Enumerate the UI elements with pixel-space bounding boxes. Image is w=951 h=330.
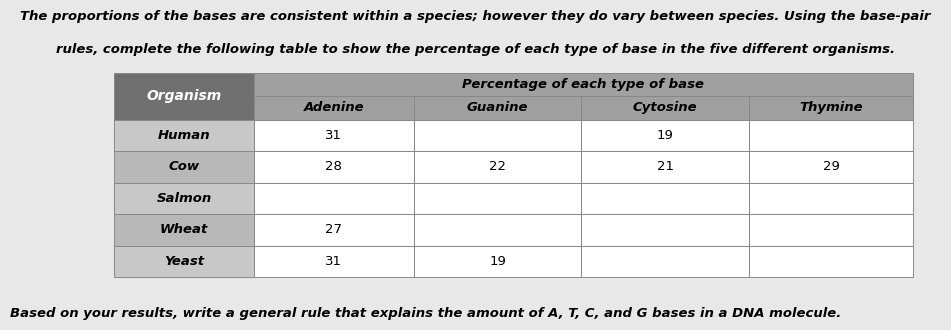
Bar (414, 246, 581, 277)
Text: Thymine: Thymine (799, 101, 863, 115)
Bar (114, 151, 254, 183)
Bar (254, 120, 414, 151)
Bar (254, 151, 414, 183)
Text: 31: 31 (325, 255, 342, 268)
Text: Percentage of each type of base: Percentage of each type of base (462, 78, 705, 91)
Bar (114, 120, 254, 151)
Bar (581, 96, 749, 120)
Bar (414, 151, 581, 183)
Bar (114, 73, 254, 120)
Bar (581, 246, 749, 277)
Text: Cytosine: Cytosine (633, 101, 698, 115)
Bar (581, 183, 749, 214)
Bar (414, 96, 581, 120)
Text: Organism: Organism (146, 89, 222, 103)
Bar (581, 151, 749, 183)
Bar (254, 73, 913, 96)
Text: Adenine: Adenine (303, 101, 364, 115)
Text: rules, complete the following table to show the percentage of each type of base : rules, complete the following table to s… (56, 43, 895, 56)
Bar (254, 214, 414, 246)
Bar (749, 246, 913, 277)
Text: Yeast: Yeast (164, 255, 204, 268)
Bar (749, 214, 913, 246)
Text: The proportions of the bases are consistent within a species; however they do va: The proportions of the bases are consist… (20, 10, 931, 23)
Bar (114, 214, 254, 246)
Bar (749, 183, 913, 214)
Bar (581, 214, 749, 246)
Text: Salmon: Salmon (156, 192, 212, 205)
Bar (114, 183, 254, 214)
Bar (414, 120, 581, 151)
Bar (749, 96, 913, 120)
Text: Cow: Cow (168, 160, 200, 174)
Bar (114, 246, 254, 277)
Text: Wheat: Wheat (160, 223, 208, 236)
Bar (749, 120, 913, 151)
Bar (414, 214, 581, 246)
Text: Human: Human (158, 129, 210, 142)
Text: 19: 19 (489, 255, 506, 268)
Bar (254, 96, 414, 120)
Text: Guanine: Guanine (467, 101, 529, 115)
Bar (749, 151, 913, 183)
Bar (581, 120, 749, 151)
Text: Based on your results, write a general rule that explains the amount of A, T, C,: Based on your results, write a general r… (10, 307, 841, 320)
Text: 22: 22 (489, 160, 506, 174)
Text: 27: 27 (325, 223, 342, 236)
Text: 19: 19 (657, 129, 673, 142)
Text: 31: 31 (325, 129, 342, 142)
Bar (414, 183, 581, 214)
Text: 28: 28 (325, 160, 342, 174)
Bar (254, 183, 414, 214)
Text: 21: 21 (657, 160, 674, 174)
Bar (254, 246, 414, 277)
Text: 29: 29 (823, 160, 840, 174)
